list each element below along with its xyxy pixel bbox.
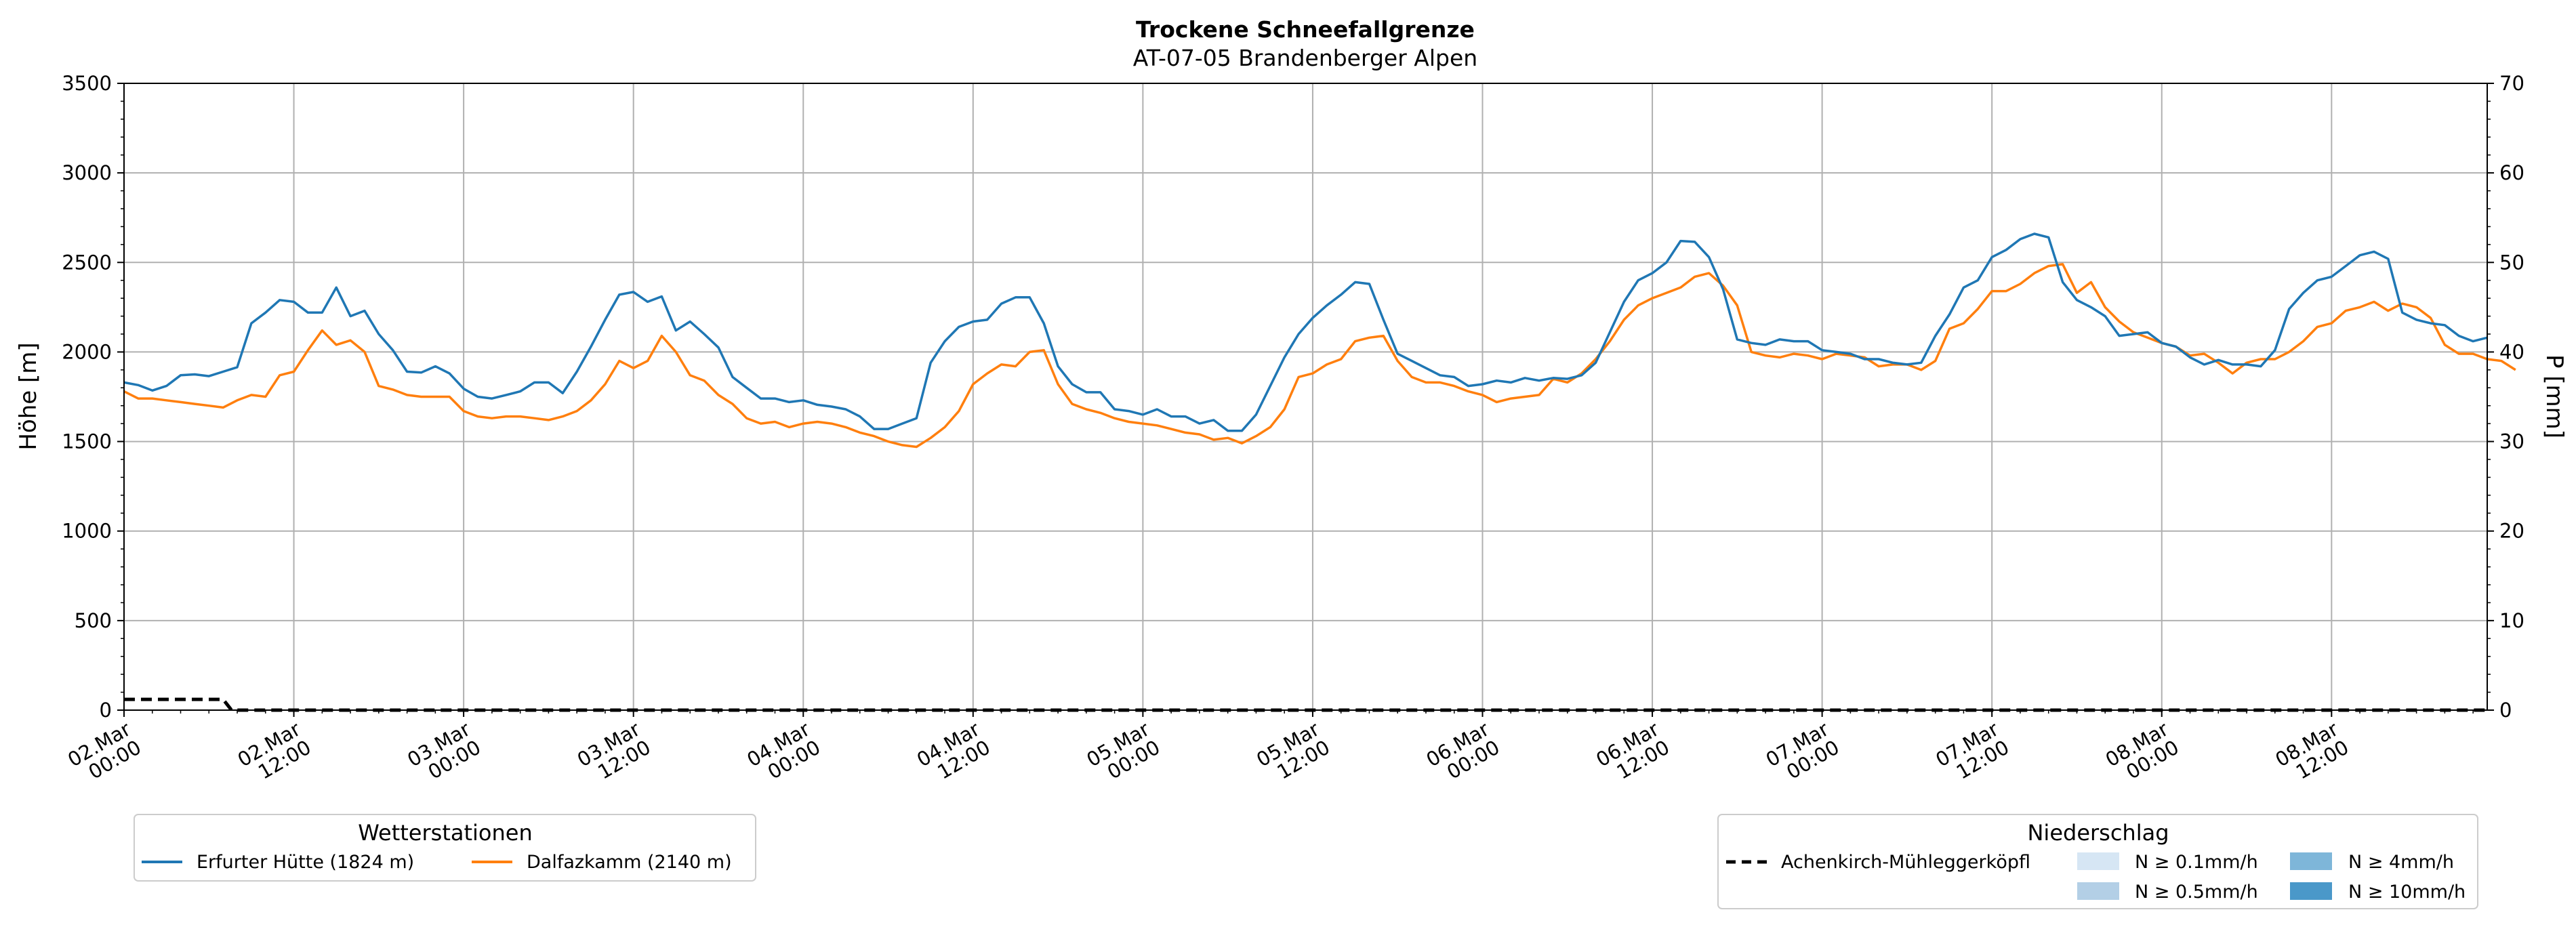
x-tick-label: 04.Mar12:00 [913, 718, 994, 790]
series-line-erfurter [123, 232, 2488, 432]
y-tick-label-left: 3500 [62, 72, 112, 95]
legend-label-precip-10: N ≥ 10mm/h [2348, 882, 2466, 903]
x-tick-label: 02.Mar12:00 [234, 718, 315, 790]
y-tick-label-left: 500 [75, 609, 112, 632]
y-tick-label-left: 1000 [62, 520, 112, 543]
legend-box [134, 814, 756, 882]
x-tick-label: 03.Mar12:00 [573, 718, 655, 790]
legend-title: Wetterstationen [358, 820, 532, 846]
y-tick-label-right: 0 [2499, 699, 2512, 722]
y-tick-label-left: 3000 [62, 161, 112, 184]
y-tick-label-right: 60 [2499, 161, 2524, 184]
legend-swatch-precip-0.1 [2077, 852, 2119, 870]
y-tick-label-right: 70 [2499, 72, 2524, 95]
y-tick-label-right: 10 [2499, 609, 2524, 632]
y-tick-label-left: 0 [100, 699, 112, 722]
axes: 0 0 500 10 1000 20 1500 30 2000 40 2500 50 3000 60 350… [62, 72, 2524, 790]
plot-frame [123, 83, 2488, 711]
legend-swatch-precip-4 [2290, 852, 2332, 870]
x-tick-label: 07.Mar12:00 [1931, 718, 2013, 790]
legend-niederschlag: Niederschlag Achenkirch-Mühleggerköpfl N… [1717, 814, 2478, 909]
y-tick-label-right: 40 [2499, 340, 2524, 363]
chart-subtitle: AT-07-05 Brandenberger Alpen [1133, 45, 1477, 71]
x-tick-label: 08.Mar00:00 [2102, 718, 2183, 790]
legend-title: Niederschlag [2027, 820, 2169, 846]
x-tick-label: 03.Mar00:00 [403, 718, 485, 790]
legend-swatch-precip-10 [2290, 882, 2332, 900]
legend-label-precip-0.1: N ≥ 0.1mm/h [2135, 852, 2258, 873]
legend-wetterstationen: Wetterstationen Erfurter Hütte (1824 m) … [134, 814, 756, 882]
x-tick-label: 04.Mar00:00 [743, 718, 824, 790]
y-tick-label-right: 50 [2499, 251, 2524, 274]
y-tick-label-right: 20 [2499, 520, 2524, 543]
grid-lines [123, 83, 2487, 711]
legend-label-dalfazkamm: Dalfazkamm (2140 m) [527, 852, 732, 873]
precip-line-achenkirch [124, 697, 2487, 712]
legend-label-precip-0.5: N ≥ 0.5mm/h [2135, 882, 2258, 903]
x-tick-label: 02.Mar00:00 [64, 718, 145, 790]
x-tick-label: 05.Mar12:00 [1252, 718, 1334, 790]
x-tick-label: 08.Mar12:00 [2271, 718, 2352, 790]
chart-title: Trockene Schneefallgrenze [1136, 16, 1475, 43]
x-tick-label: 05.Mar00:00 [1083, 718, 1164, 790]
series-group [123, 232, 2516, 712]
y-tick-label-left: 2000 [62, 340, 112, 363]
y-tick-label-left: 1500 [62, 430, 112, 453]
series-line-dalfazkamm [123, 263, 2516, 449]
y-tick-label-left: 2500 [62, 251, 112, 274]
legend-swatch-precip-0.5 [2077, 882, 2119, 900]
legend-label-precip-4: N ≥ 4mm/h [2348, 852, 2454, 873]
legend-label-achenkirch: Achenkirch-Mühleggerköpfl [1781, 852, 2030, 873]
y-axis-label-right: P [mm] [2541, 354, 2568, 438]
x-tick-label: 07.Mar00:00 [1762, 718, 1843, 790]
y-tick-label-right: 30 [2499, 430, 2524, 453]
x-tick-label: 06.Mar00:00 [1423, 718, 1504, 790]
legend-label-erfurter: Erfurter Hütte (1824 m) [197, 852, 414, 873]
x-tick-label: 06.Mar12:00 [1592, 718, 1673, 790]
y-axis-label-left: Höhe [m] [15, 342, 42, 450]
